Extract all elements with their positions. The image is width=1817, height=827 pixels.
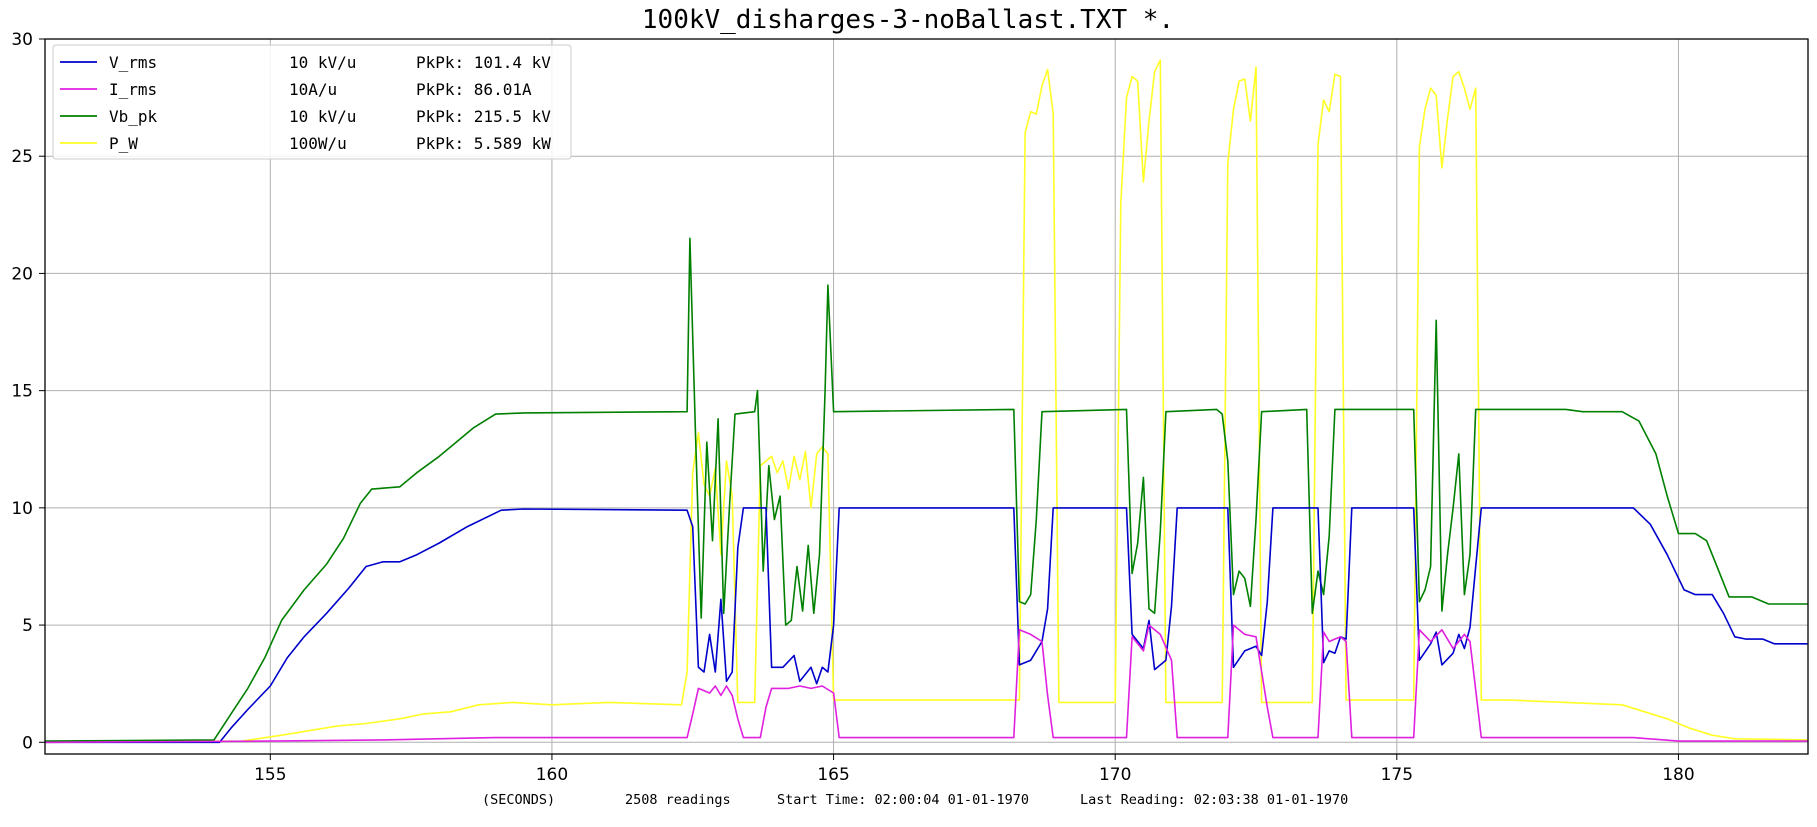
y-tick-label: 15 [11, 382, 33, 402]
legend-scale-p-w: 100W/u [289, 134, 347, 153]
series-line-v-rms [45, 507, 1808, 744]
legend-scale-i-rms: 10A/u [289, 80, 337, 99]
footer-units: (SECONDS) [482, 792, 555, 808]
x-tick-label: 160 [536, 765, 568, 785]
y-tick-label: 5 [22, 616, 33, 636]
x-axis: 155 160 165 170 175 180 [254, 754, 1695, 785]
legend-pkpk-p-w: PkPk: 5.589 kW [416, 134, 551, 153]
plot-frame [44, 38, 1809, 755]
y-axis: 0 5 10 15 20 25 30 [11, 30, 45, 753]
x-tick-label: 175 [1381, 765, 1413, 785]
y-tick-label: 20 [11, 264, 33, 284]
legend-pkpk-i-rms: PkPk: 86.01A [416, 80, 532, 99]
footer-start-time: Start Time: 02:00:04 01-01-1970 [777, 792, 1029, 808]
legend-label-i-rms: I_rms [109, 80, 157, 99]
legend: V_rms 10 kV/u PkPk: 101.4 kV I_rms 10A/u… [52, 44, 572, 160]
series-line-vb-pk [44, 237, 1808, 742]
legend-label-p-w: P_W [109, 134, 138, 153]
legend-label-vb-pk: Vb_pk [109, 107, 158, 126]
legend-scale-v-rms: 10 kV/u [289, 53, 356, 72]
legend-pkpk-v-rms: PkPk: 101.4 kV [416, 53, 551, 72]
series-line-i-rms [44, 624, 1808, 744]
footer: (SECONDS) 2508 readings Start Time: 02:0… [482, 792, 1348, 808]
x-tick-label: 155 [254, 765, 286, 785]
y-tick-label: 0 [22, 733, 33, 753]
legend-box [52, 44, 572, 160]
footer-last-reading: Last Reading: 02:03:38 01-01-1970 [1080, 792, 1348, 808]
y-tick-label: 10 [11, 499, 33, 519]
series-line-p-w [44, 59, 1809, 744]
legend-scale-vb-pk: 10 kV/u [289, 107, 356, 126]
x-tick-label: 170 [1099, 765, 1131, 785]
y-tick-label: 30 [11, 30, 33, 50]
legend-label-v-rms: V_rms [109, 53, 157, 72]
x-tick-label: 180 [1662, 765, 1694, 785]
series-lines [44, 59, 1809, 744]
legend-pkpk-vb-pk: PkPk: 215.5 kV [416, 107, 551, 126]
y-tick-label: 25 [11, 147, 33, 167]
footer-readings: 2508 readings [625, 792, 731, 808]
x-tick-label: 165 [817, 765, 849, 785]
chart-title: 100kV_disharges-3-noBallast.TXT *. [642, 5, 1174, 35]
